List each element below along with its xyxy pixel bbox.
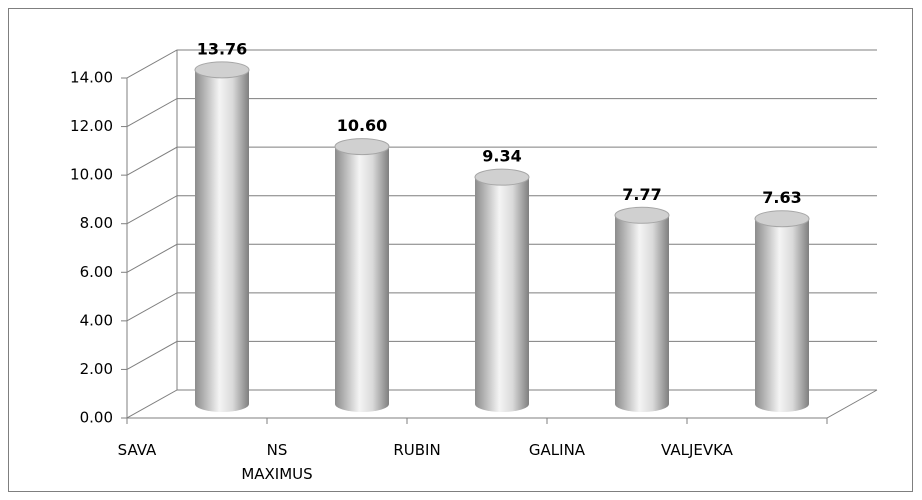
grid-line [126,98,877,128]
y-tick-label: 8.00 [80,214,113,232]
bar [475,177,529,412]
bar-top [754,210,810,228]
y-tick-label: 4.00 [80,311,113,329]
y-tick-label: 12.00 [70,117,113,135]
data-label: 9.34 [482,147,521,166]
bar-top [474,168,530,186]
x-tick-label: GALINA [528,441,586,459]
y-tick-label: 2.00 [80,360,113,378]
bar-top [334,138,390,156]
data-label: 10.60 [337,116,388,135]
data-label: 13.76 [197,39,248,58]
x-tick-label: RUBIN [393,441,441,459]
bar [335,146,389,413]
bar [195,69,249,412]
data-label: 7.63 [762,188,801,207]
bar-top [614,206,670,224]
grid-line [126,49,877,79]
y-tick-label: 14.00 [70,69,113,87]
bar-top [194,61,250,79]
bar [755,218,809,412]
grid-line [126,146,877,176]
x-tick-label: NS MAXIMUS [241,441,313,483]
data-label: 7.77 [622,185,661,204]
y-tick-label: 0.00 [80,409,113,427]
y-tick-label: 6.00 [80,263,113,281]
bar [615,215,669,412]
grid-line [126,195,877,225]
chart-border [8,8,913,492]
x-tick-label: SAVA [117,441,157,459]
x-tick-label: VALJEVKA [661,441,733,459]
y-tick-label: 10.00 [70,166,113,184]
